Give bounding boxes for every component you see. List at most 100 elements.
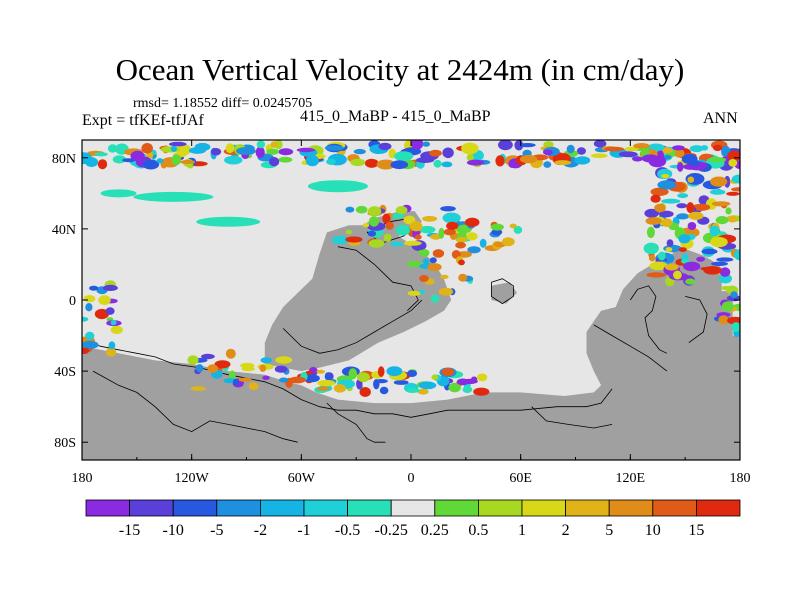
velocity-blob bbox=[422, 258, 430, 265]
velocity-blob bbox=[466, 153, 474, 162]
velocity-blob bbox=[416, 157, 435, 164]
velocity-blob bbox=[466, 232, 478, 241]
velocity-blob bbox=[672, 145, 685, 151]
velocity-blob bbox=[406, 260, 423, 268]
velocity-blob bbox=[141, 143, 153, 154]
east-edge-band bbox=[714, 285, 740, 338]
velocity-blob bbox=[105, 347, 117, 357]
velocity-blob bbox=[110, 325, 123, 335]
velocity-blob bbox=[406, 370, 418, 377]
coastline-7 bbox=[685, 296, 708, 344]
velocity-blob bbox=[646, 272, 666, 278]
velocity-blob bbox=[414, 234, 422, 240]
velocity-blob bbox=[225, 348, 236, 359]
colorbar-bin bbox=[129, 499, 174, 517]
velocity-blob bbox=[711, 201, 731, 207]
velocity-blob bbox=[194, 142, 211, 152]
velocity-blob bbox=[633, 143, 650, 149]
velocity-blob bbox=[406, 388, 420, 393]
velocity-blob bbox=[201, 353, 215, 360]
velocity-blob bbox=[345, 229, 352, 235]
velocity-blob bbox=[664, 263, 679, 271]
y-tick-label: 80N bbox=[52, 152, 76, 167]
arctic-band bbox=[82, 140, 740, 171]
velocity-blob bbox=[395, 206, 408, 215]
colorbar-label: 10 bbox=[645, 522, 661, 539]
velocity-blob bbox=[719, 267, 731, 277]
colorbar-bin bbox=[608, 499, 654, 517]
velocity-blob bbox=[390, 241, 404, 247]
velocity-blob bbox=[379, 386, 389, 395]
colorbar-label: -1 bbox=[297, 522, 310, 539]
velocity-blob bbox=[316, 369, 326, 374]
velocity-blob bbox=[728, 159, 738, 167]
velocity-blob bbox=[713, 144, 723, 151]
velocity-blob bbox=[367, 206, 382, 217]
velocity-blob bbox=[476, 373, 488, 382]
velocity-blob bbox=[709, 157, 727, 163]
velocity-blob bbox=[689, 159, 700, 167]
y-tick-label: 0 bbox=[69, 294, 76, 309]
north-ring-band bbox=[443, 217, 523, 252]
velocity-blob bbox=[716, 257, 734, 262]
colorbar-bin bbox=[172, 499, 218, 517]
coastline-4 bbox=[337, 246, 419, 311]
velocity-blob bbox=[417, 249, 429, 255]
velocity-blob bbox=[446, 221, 459, 230]
velocity-blob bbox=[368, 216, 380, 227]
velocity-blob bbox=[432, 249, 445, 258]
velocity-blob bbox=[418, 381, 437, 390]
colorbar-bin bbox=[85, 499, 130, 517]
velocity-blob bbox=[179, 160, 196, 164]
velocity-blob bbox=[345, 236, 363, 243]
velocity-blob bbox=[326, 158, 336, 165]
velocity-blob bbox=[83, 295, 96, 303]
x-tick-label: 180 bbox=[72, 471, 93, 486]
colorbar-label: -0.25 bbox=[375, 522, 408, 539]
velocity-blob bbox=[353, 148, 366, 155]
velocity-blob bbox=[641, 154, 660, 163]
velocity-blob bbox=[438, 227, 445, 239]
velocity-blob bbox=[130, 150, 145, 162]
velocity-blob bbox=[85, 331, 95, 340]
velocity-blob bbox=[686, 202, 695, 214]
velocity-blob bbox=[519, 154, 538, 164]
velocity-blob bbox=[701, 248, 718, 255]
coastline-2 bbox=[326, 402, 386, 443]
velocity-blob bbox=[554, 160, 572, 166]
colorbar-bin bbox=[696, 499, 741, 517]
velocity-blob bbox=[727, 150, 740, 162]
velocity-blob bbox=[256, 140, 266, 149]
velocity-blob bbox=[395, 224, 410, 236]
velocity-blob bbox=[519, 143, 536, 148]
velocity-blob bbox=[473, 387, 490, 396]
velocity-blob bbox=[590, 153, 608, 158]
colorbar-bin bbox=[303, 499, 348, 517]
velocity-blob bbox=[274, 365, 288, 373]
velocity-blob bbox=[604, 146, 624, 152]
velocity-blob bbox=[727, 215, 738, 223]
velocity-blob bbox=[443, 228, 456, 236]
velocity-blob bbox=[731, 187, 740, 192]
colorbar-bin bbox=[565, 499, 610, 517]
velocity-blob bbox=[195, 364, 204, 373]
velocity-blob bbox=[726, 191, 740, 196]
velocity-blob bbox=[248, 382, 259, 391]
x-tick-label: 60E bbox=[509, 471, 532, 486]
velocity-blob bbox=[657, 251, 666, 261]
coastline-1 bbox=[92, 370, 298, 443]
velocity-blob bbox=[382, 213, 391, 224]
coastline-10 bbox=[531, 406, 613, 429]
velocity-blob bbox=[97, 159, 108, 170]
velocity-blob bbox=[259, 364, 267, 372]
velocity-blob bbox=[543, 149, 553, 155]
velocity-blob bbox=[441, 161, 453, 168]
velocity-blob bbox=[455, 236, 468, 243]
x-tick-label: 0 bbox=[408, 471, 415, 486]
velocity-blob bbox=[240, 362, 255, 369]
velocity-blob bbox=[703, 266, 722, 275]
velocity-blob bbox=[624, 146, 639, 152]
velocity-blob bbox=[378, 142, 392, 151]
colorbar-bin bbox=[390, 499, 436, 517]
velocity-blob bbox=[279, 377, 289, 383]
